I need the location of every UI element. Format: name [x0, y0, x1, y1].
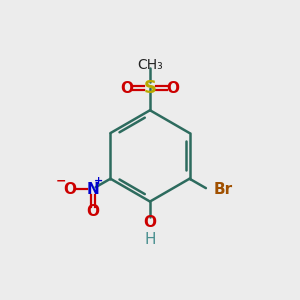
Text: +: + [94, 176, 103, 186]
Text: O: O [167, 81, 179, 96]
Text: O: O [143, 215, 157, 230]
Text: −: − [56, 174, 66, 187]
Text: H: H [144, 232, 156, 247]
Text: Br: Br [214, 182, 233, 196]
Text: O: O [86, 205, 99, 220]
Text: S: S [143, 79, 157, 97]
Text: CH₃: CH₃ [137, 58, 163, 72]
Text: O: O [63, 182, 76, 196]
Text: N: N [86, 182, 99, 196]
Text: O: O [121, 81, 134, 96]
